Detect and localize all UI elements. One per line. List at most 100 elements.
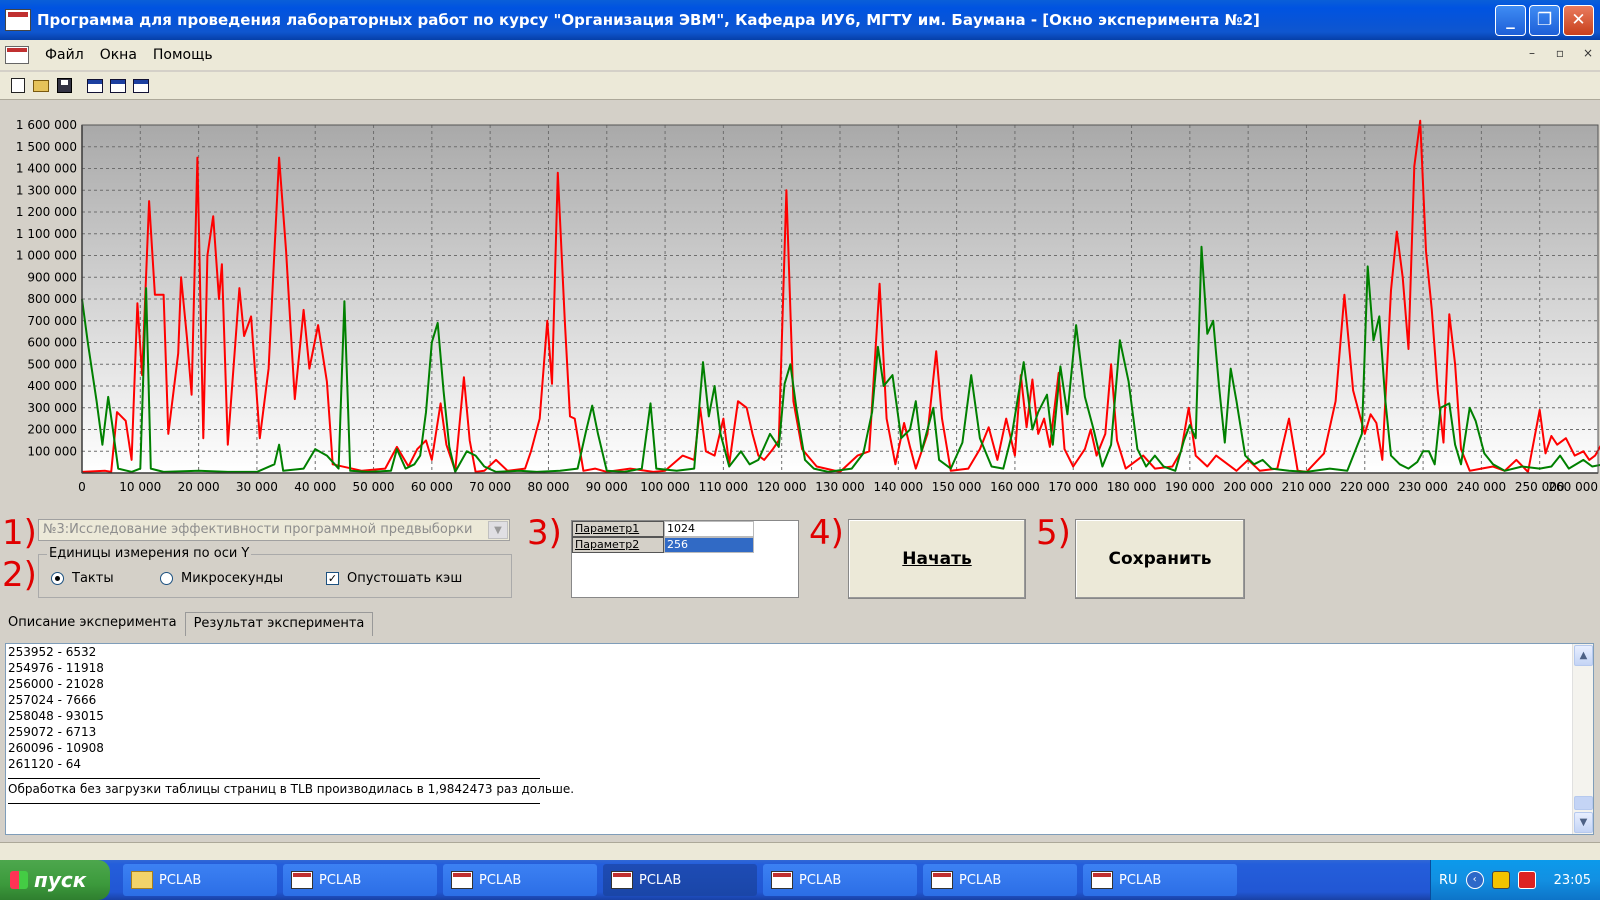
chevron-down-icon[interactable]: ▼ — [488, 521, 508, 539]
taskbar-item[interactable]: PCLAB — [123, 864, 277, 896]
units-group-label: Единицы измерения по оси Y — [47, 546, 252, 561]
checkmark-icon[interactable]: ✓ — [326, 572, 339, 585]
tile-vertical-button[interactable] — [130, 75, 152, 97]
x-tick-label: 80 000 — [527, 480, 569, 494]
result-line: 254976 - 11918 — [8, 661, 104, 675]
x-tick-label: 210 000 — [1282, 480, 1332, 494]
taskbar-item[interactable]: PCLAB — [923, 864, 1077, 896]
x-tick-label: 250 000 — [1515, 480, 1565, 494]
start-label: пуск — [34, 868, 87, 892]
flush-cache-checkbox[interactable]: ✓ Опустошать кэш — [326, 571, 462, 586]
radio-ticks[interactable]: Такты — [51, 571, 114, 586]
tab-result[interactable]: Результат эксперимента — [184, 612, 374, 636]
folder-icon — [131, 871, 153, 889]
menu-file[interactable]: Файл — [45, 47, 84, 63]
x-tick-label: 150 000 — [932, 480, 982, 494]
mdi-close-button[interactable]: × — [1582, 46, 1594, 60]
x-tick-label: 130 000 — [815, 480, 865, 494]
step-4-label: 4) — [809, 513, 844, 553]
y-tick-label: 100 000 — [27, 444, 77, 458]
maximize-button[interactable]: ❐ — [1529, 4, 1560, 36]
clock: 23:05 — [1553, 872, 1592, 888]
taskbar-item-label: PCLAB — [799, 872, 842, 888]
language-indicator[interactable]: RU — [1439, 872, 1458, 888]
result-output[interactable]: 253952 - 6532 254976 - 11918 256000 - 21… — [5, 643, 1594, 835]
x-tick-label: 190 000 — [1165, 480, 1215, 494]
cascade-button[interactable] — [84, 75, 106, 97]
radio-microseconds-label: Микросекунды — [181, 571, 284, 586]
radio-ticks-label: Такты — [72, 571, 114, 586]
taskbar-item-active[interactable]: PCLAB — [603, 864, 757, 896]
taskbar-item[interactable]: PCLAB — [283, 864, 437, 896]
security-warning-icon[interactable] — [1491, 871, 1510, 889]
radio-microseconds[interactable]: Микросекунды — [160, 571, 283, 586]
x-tick-label: 180 000 — [1107, 480, 1157, 494]
y-tick-label: 200 000 — [27, 423, 77, 437]
menu-windows[interactable]: Окна — [99, 47, 137, 63]
result-text: 253952 - 6532 254976 - 11918 256000 - 21… — [8, 644, 1568, 834]
antivirus-shield-icon[interactable] — [1517, 871, 1536, 889]
new-file-button[interactable] — [7, 75, 29, 97]
radio-ticks-indicator[interactable] — [51, 572, 64, 585]
step-2-label: 2) — [2, 555, 37, 595]
param-value[interactable]: 256 — [664, 537, 754, 553]
taskbar-item-label: PCLAB — [959, 872, 1002, 888]
window-title: Программа для проведения лабораторных ра… — [37, 11, 1260, 29]
show-hidden-icons-icon[interactable]: ‹ — [1465, 871, 1484, 889]
window-controls: _ ❐ ✕ — [1495, 4, 1594, 36]
mdi-minimize-button[interactable]: – — [1529, 46, 1535, 60]
result-line: 253952 - 6532 — [8, 645, 97, 659]
param-row[interactable]: Параметр2 256 — [572, 537, 798, 553]
minimize-button[interactable]: _ — [1495, 4, 1526, 36]
scroll-thumb[interactable] — [1574, 796, 1593, 810]
close-button[interactable]: ✕ — [1563, 4, 1594, 36]
pclab-icon — [771, 871, 793, 889]
y-tick-label: 300 000 — [27, 401, 77, 415]
parameter-grid: Параметр1 1024 Параметр2 256 — [571, 520, 799, 598]
scroll-up-icon[interactable]: ▲ — [1574, 645, 1593, 666]
result-line: 259072 - 6713 — [8, 725, 97, 739]
radio-microseconds-indicator[interactable] — [160, 572, 173, 585]
experiment-chart: 100 000 200 000 300 000 400 000 500 000 600 0… — [16, 118, 1600, 494]
save-file-button[interactable] — [53, 75, 75, 97]
series-line-2 — [81, 245, 1600, 473]
vertical-scrollbar[interactable]: ▲ ▼ — [1572, 644, 1593, 834]
x-tick-label: 260 000 — [1548, 480, 1598, 494]
pclab-icon — [1091, 871, 1113, 889]
y-tick-label: 800 000 — [27, 292, 77, 306]
x-tick-label: 200 000 — [1223, 480, 1273, 494]
start-button[interactable]: Начать — [848, 519, 1026, 599]
tab-description[interactable]: Описание эксперимента — [8, 615, 177, 630]
y-tick-label: 700 000 — [27, 314, 77, 328]
document-icon[interactable] — [5, 46, 29, 64]
taskbar-item-label: PCLAB — [159, 872, 202, 888]
experiment-select[interactable]: №3:Исследование эффективности программно… — [38, 519, 510, 541]
taskbar-item[interactable]: PCLAB — [443, 864, 597, 896]
tile-horizontal-button[interactable] — [107, 75, 129, 97]
toolbar — [0, 72, 1600, 100]
x-tick-label: 50 000 — [353, 480, 395, 494]
app-icon[interactable] — [5, 9, 31, 31]
x-tick-label: 40 000 — [294, 480, 336, 494]
save-button[interactable]: Сохранить — [1075, 519, 1245, 599]
x-tick-label: 100 000 — [640, 480, 690, 494]
taskbar-item-label: PCLAB — [479, 872, 522, 888]
param-value[interactable]: 1024 — [664, 521, 754, 537]
separator-line — [8, 803, 540, 804]
open-button[interactable] — [30, 75, 52, 97]
taskbar-item[interactable]: PCLAB — [1083, 864, 1237, 896]
x-tick-label: 160 000 — [990, 480, 1040, 494]
chart-panel: 100 000 200 000 300 000 400 000 500 000 600 0… — [0, 101, 1600, 511]
param-row[interactable]: Параметр1 1024 — [572, 521, 798, 537]
result-line: 257024 - 7666 — [8, 693, 97, 707]
save-icon — [56, 78, 72, 93]
step-5-label: 5) — [1036, 513, 1071, 553]
mdi-restore-button[interactable]: ▫ — [1555, 46, 1565, 60]
menu-help[interactable]: Помощь — [152, 47, 213, 63]
y-tick-label: 1 400 000 — [16, 162, 77, 176]
x-tick-label: 170 000 — [1048, 480, 1098, 494]
y-tick-label: 1 600 000 — [16, 118, 77, 132]
taskbar-item[interactable]: PCLAB — [763, 864, 917, 896]
scroll-down-icon[interactable]: ▼ — [1574, 812, 1593, 833]
start-button-os[interactable]: пуск — [0, 860, 110, 900]
